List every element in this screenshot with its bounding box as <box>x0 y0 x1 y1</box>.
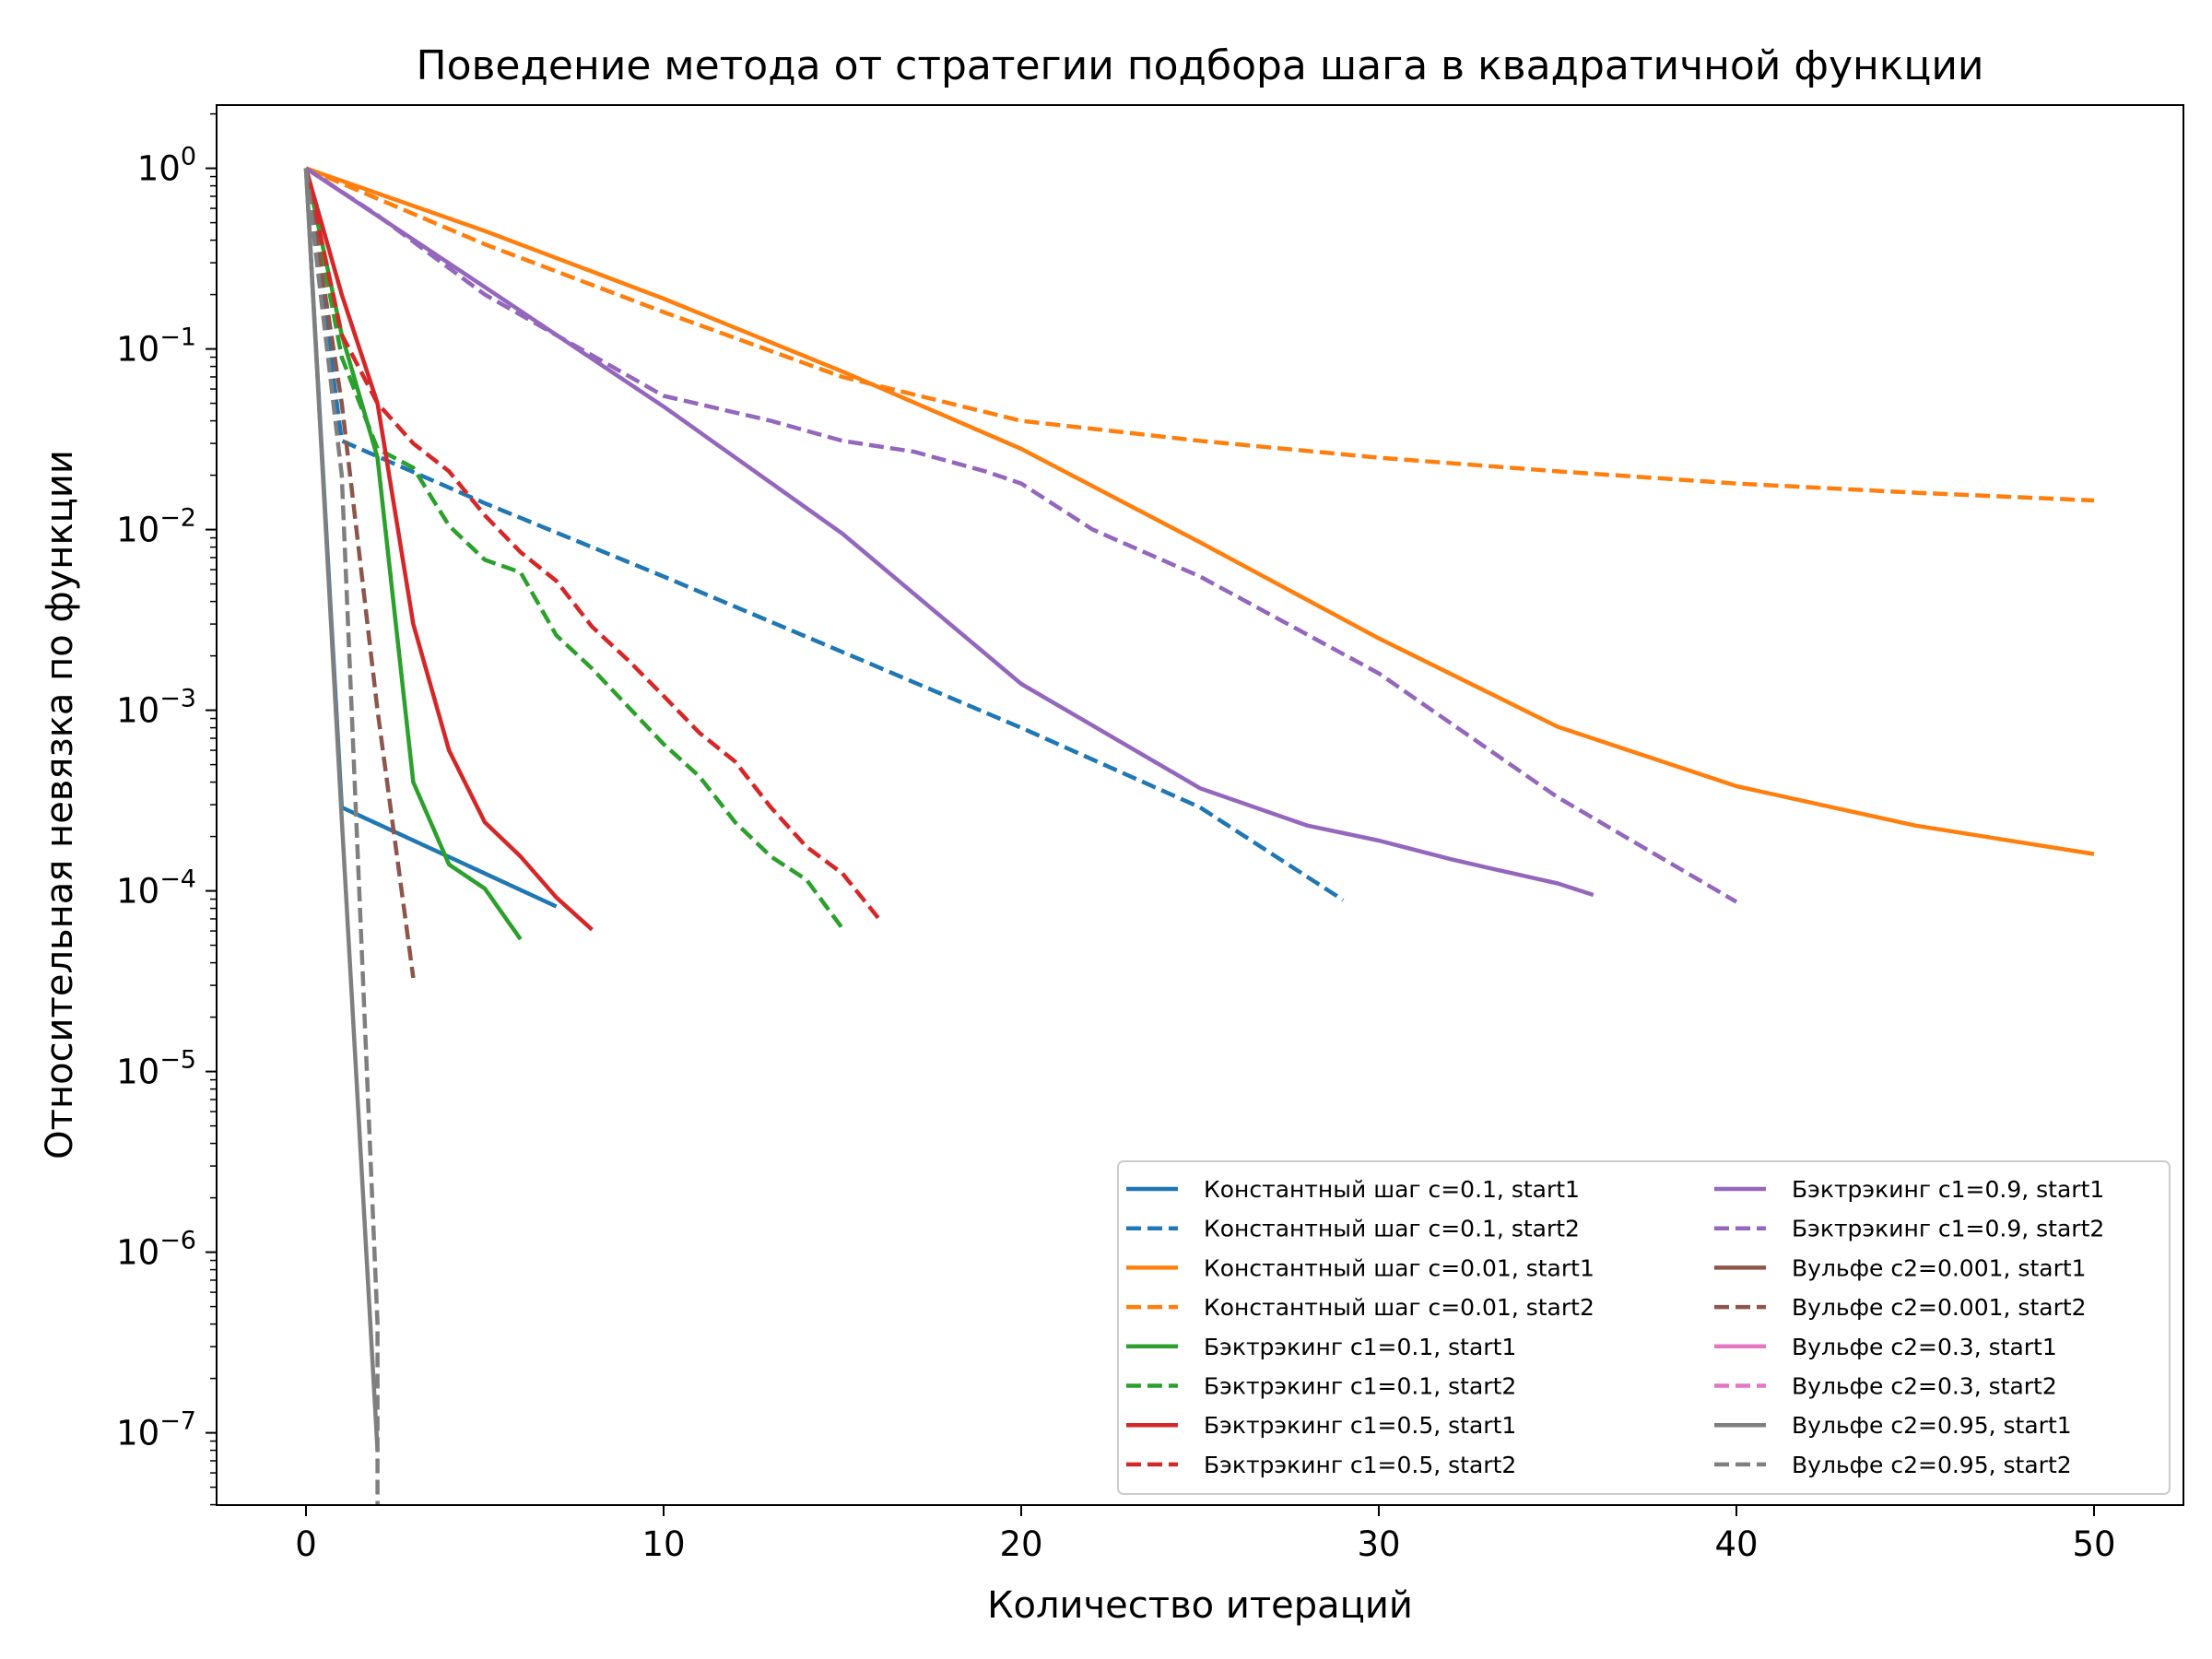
legend-label: Бэктрэкинг c1=0.1, start2 <box>1204 1373 1516 1400</box>
legend-label: Вульфе c2=0.3, start2 <box>1792 1373 2057 1400</box>
legend-label: Бэктрэкинг c1=0.5, start2 <box>1204 1452 1516 1478</box>
legend-label: Бэктрэкинг c1=0.1, start1 <box>1204 1334 1516 1360</box>
y-tick-label: 10−1 <box>116 324 196 370</box>
y-tick-label: 10−4 <box>116 865 196 912</box>
y-tick-label: 10−7 <box>116 1407 196 1453</box>
legend: Константный шаг c=0.1, start1 Константный… <box>1117 1160 2171 1495</box>
x-axis: 0 10 20 30 40 50 <box>295 1505 2116 1564</box>
series-line-15 <box>303 168 380 1505</box>
legend-label: Константный шаг c=0.01, start1 <box>1204 1254 1594 1281</box>
legend-label: Константный шаг c=0.01, start2 <box>1204 1294 1594 1321</box>
series-line-3 <box>305 166 2095 503</box>
x-tick-label: 20 <box>999 1524 1042 1564</box>
series-line-6 <box>303 167 594 932</box>
y-axis-label: Относительная невязка по функции <box>39 450 81 1159</box>
legend-label: Вульфе c2=0.95, start2 <box>1792 1452 2072 1478</box>
y-axis: 100 10−1 10−2 10−3 10−4 10−5 10−6 10−7 <box>116 112 217 1506</box>
legend-label: Вульфе c2=0.3, start1 <box>1792 1334 2057 1360</box>
series-line-5 <box>303 168 844 930</box>
y-tick-label: 10−5 <box>116 1046 196 1092</box>
series-line-2 <box>305 166 2095 856</box>
series-line-1 <box>303 168 1345 902</box>
x-tick-label: 10 <box>641 1524 685 1564</box>
legend-label: Вульфе c2=0.95, start1 <box>1792 1412 2072 1439</box>
legend-box <box>1117 1160 2171 1495</box>
series-line-11 <box>303 168 416 979</box>
legend-label: Бэктрэкинг c1=0.9, start2 <box>1792 1216 2104 1242</box>
legend-label: Вульфе c2=0.001, start2 <box>1792 1294 2087 1321</box>
x-tick-label: 40 <box>1714 1524 1758 1564</box>
x-tick-label: 0 <box>295 1524 317 1564</box>
legend-label: Вульфе c2=0.001, start1 <box>1792 1254 2087 1281</box>
x-tick-label: 50 <box>2072 1524 2115 1564</box>
series-line-14 <box>303 168 380 1451</box>
series-line-7 <box>303 168 880 920</box>
y-tick-label: 100 <box>137 143 196 189</box>
legend-label: Бэктрэкинг c1=0.5, start1 <box>1204 1412 1516 1439</box>
legend-label: Константный шаг c=0.1, start2 <box>1204 1216 1580 1242</box>
y-tick-label: 10−3 <box>116 685 196 731</box>
x-tick-label: 30 <box>1357 1524 1400 1564</box>
y-tick-label: 10−2 <box>116 504 196 550</box>
chart-title: Поведение метода от стратегии подбора ша… <box>416 42 1983 89</box>
legend-label: Бэктрэкинг c1=0.9, start1 <box>1792 1176 2104 1203</box>
series-line-8 <box>304 166 1594 898</box>
series-layer <box>303 166 2095 1505</box>
legend-label: Константный шаг c=0.1, start1 <box>1204 1176 1580 1203</box>
y-tick-label: 10−6 <box>116 1227 196 1273</box>
x-axis-label: Количество итераций <box>987 1584 1413 1627</box>
